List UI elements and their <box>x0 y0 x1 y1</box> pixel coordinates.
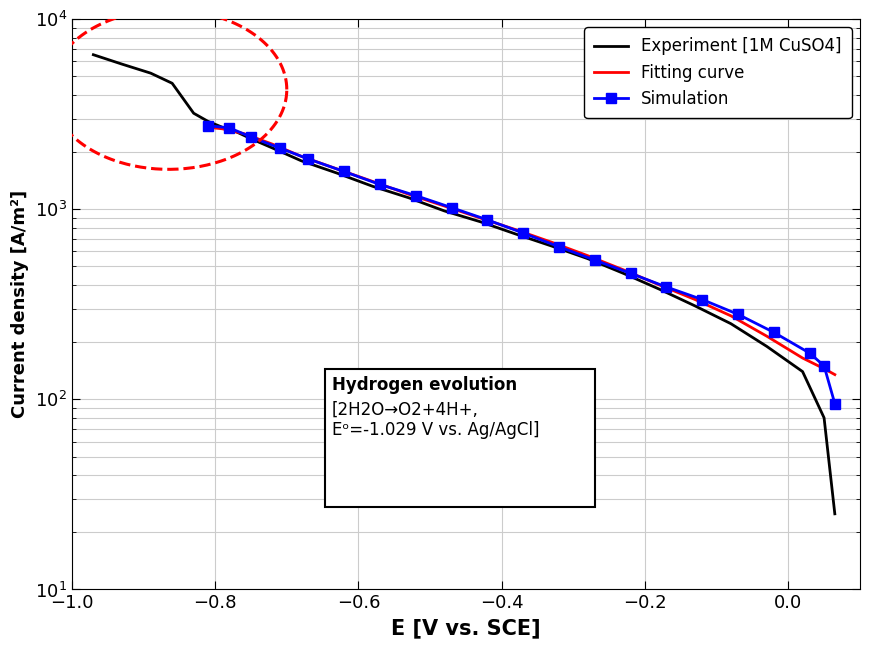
Experiment [1M CuSO4] <box>761 343 772 350</box>
Experiment [1M CuSO4] <box>188 109 199 117</box>
Simulation <box>769 328 780 336</box>
Simulation <box>697 296 707 304</box>
Line: Fitting curve: Fitting curve <box>208 127 834 374</box>
Fitting curve <box>510 226 521 234</box>
Experiment [1M CuSO4] <box>726 320 736 328</box>
Experiment [1M CuSO4] <box>829 510 840 518</box>
Simulation <box>805 349 815 357</box>
Experiment [1M CuSO4] <box>547 242 557 250</box>
Simulation <box>339 167 349 175</box>
Experiment [1M CuSO4] <box>296 157 307 165</box>
Y-axis label: Current density [A/m²]: Current density [A/m²] <box>11 190 29 419</box>
Experiment [1M CuSO4] <box>475 218 485 226</box>
Simulation <box>446 204 456 212</box>
Simulation <box>303 155 314 163</box>
Line: Simulation: Simulation <box>203 121 840 408</box>
X-axis label: E [V vs. SCE]: E [V vs. SCE] <box>391 618 541 638</box>
Fitting curve <box>439 202 449 210</box>
Fitting curve <box>761 332 772 340</box>
Simulation <box>274 144 285 152</box>
Experiment [1M CuSO4] <box>618 269 629 277</box>
Simulation <box>375 180 385 188</box>
Experiment [1M CuSO4] <box>439 207 449 215</box>
Simulation <box>203 122 213 130</box>
Experiment [1M CuSO4] <box>819 414 829 422</box>
Line: Experiment [1M CuSO4]: Experiment [1M CuSO4] <box>93 55 834 514</box>
Experiment [1M CuSO4] <box>203 117 213 125</box>
Text: [2H2O→O2+4H+,
Eᵒ=-1.029 V vs. Ag/AgCl]: [2H2O→O2+4H+, Eᵒ=-1.029 V vs. Ag/AgCl] <box>332 400 539 439</box>
Experiment [1M CuSO4] <box>403 194 414 202</box>
Simulation <box>483 216 493 224</box>
Fitting curve <box>797 354 807 362</box>
Experiment [1M CuSO4] <box>117 60 127 68</box>
Simulation <box>733 310 743 318</box>
Simulation <box>661 283 672 291</box>
Text: Hydrogen evolution: Hydrogen evolution <box>332 376 517 393</box>
Simulation <box>819 362 829 370</box>
Fitting curve <box>296 153 307 160</box>
Fitting curve <box>654 281 665 289</box>
Experiment [1M CuSO4] <box>88 51 98 58</box>
Simulation <box>518 229 529 237</box>
Fitting curve <box>618 266 629 274</box>
Simulation <box>246 133 256 141</box>
Fitting curve <box>203 123 213 131</box>
Experiment [1M CuSO4] <box>332 169 342 177</box>
Experiment [1M CuSO4] <box>510 230 521 238</box>
Simulation <box>410 191 421 199</box>
Experiment [1M CuSO4] <box>797 368 807 376</box>
Simulation <box>224 124 234 132</box>
Fitting curve <box>332 165 342 173</box>
Fitting curve <box>217 125 227 132</box>
Experiment [1M CuSO4] <box>583 254 593 262</box>
Experiment [1M CuSO4] <box>246 135 256 143</box>
Experiment [1M CuSO4] <box>690 302 700 310</box>
Legend: Experiment [1M CuSO4], Fitting curve, Simulation: Experiment [1M CuSO4], Fitting curve, Si… <box>584 27 852 118</box>
Fitting curve <box>368 178 378 186</box>
Fitting curve <box>239 130 249 138</box>
Experiment [1M CuSO4] <box>267 144 278 152</box>
Fitting curve <box>267 140 278 148</box>
Experiment [1M CuSO4] <box>167 79 178 87</box>
Fitting curve <box>475 214 485 222</box>
Fitting curve <box>690 296 700 304</box>
FancyBboxPatch shape <box>325 369 595 508</box>
Experiment [1M CuSO4] <box>232 128 242 136</box>
Simulation <box>625 269 636 277</box>
Experiment [1M CuSO4] <box>145 69 156 77</box>
Simulation <box>829 400 840 408</box>
Simulation <box>554 243 564 251</box>
Simulation <box>590 256 600 264</box>
Fitting curve <box>819 365 829 373</box>
Experiment [1M CuSO4] <box>217 123 227 131</box>
Fitting curve <box>547 238 557 246</box>
Fitting curve <box>583 252 593 260</box>
Experiment [1M CuSO4] <box>654 286 665 293</box>
Fitting curve <box>403 190 414 198</box>
Fitting curve <box>829 371 840 378</box>
Fitting curve <box>726 312 736 320</box>
Experiment [1M CuSO4] <box>368 182 378 190</box>
